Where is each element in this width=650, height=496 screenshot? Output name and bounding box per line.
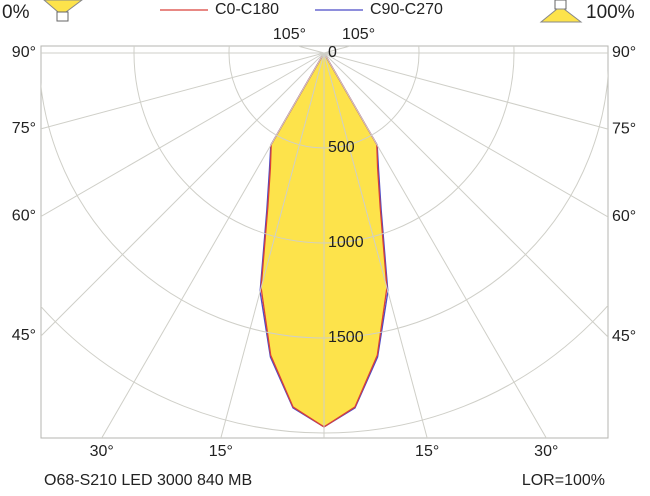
- grid-circle: [41, 304, 608, 434]
- footer-left: O68-S210 LED 3000 840 MB: [44, 472, 252, 489]
- grid: [41, 46, 608, 438]
- grid-ray: [41, 52, 325, 217]
- angle-label: 60°: [612, 208, 636, 225]
- legend-label: C0-C180: [215, 1, 279, 18]
- legend-label: C90-C270: [370, 1, 443, 18]
- angle-label: 45°: [612, 328, 636, 345]
- grid-ray: [41, 52, 325, 337]
- lamp-icon-right: [539, 0, 583, 23]
- angle-label: 105°: [342, 26, 375, 43]
- angle-label: 105°: [273, 26, 306, 43]
- angle-label: 60°: [12, 208, 36, 225]
- angle-label: 90°: [12, 44, 36, 61]
- grid-ray: [323, 52, 608, 338]
- labels: 0 500 1000 1500 90° 75° 60° 45° 90° 75° 60° 45° 30° 1…: [12, 26, 636, 460]
- right-label: 100%: [586, 2, 635, 23]
- r-tick-label: 0: [328, 44, 337, 61]
- grid-ray: [297, 46, 325, 54]
- angle-label: 90°: [612, 44, 636, 61]
- grid-ray: [101, 52, 325, 438]
- angle-label: 75°: [12, 120, 36, 137]
- left-label: 0%: [2, 2, 30, 23]
- grid-ray: [41, 52, 325, 130]
- grid-ray: [323, 46, 351, 54]
- lamp-icon-left: [43, 0, 83, 22]
- series-line: [323, 52, 388, 428]
- r-tick-label: 500: [328, 139, 355, 156]
- grid-circle: [41, 68, 608, 339]
- grid-ray: [323, 52, 608, 218]
- grid-ray: [323, 52, 428, 438]
- angle-label: 75°: [612, 120, 636, 137]
- angle-label: 30°: [90, 443, 114, 460]
- angle-label: 45°: [12, 327, 36, 344]
- r-tick-label: 1500: [328, 329, 364, 346]
- grid-ray: [220, 52, 325, 438]
- footer-right: LOR=100%: [522, 472, 605, 489]
- series-line: [260, 52, 325, 428]
- grid-ray: [323, 52, 608, 130]
- angle-label: 15°: [209, 443, 233, 460]
- grid-ray: [323, 52, 547, 438]
- r-tick-label: 1000: [328, 234, 364, 251]
- angle-label: 30°: [534, 443, 558, 460]
- angle-label: 15°: [415, 443, 439, 460]
